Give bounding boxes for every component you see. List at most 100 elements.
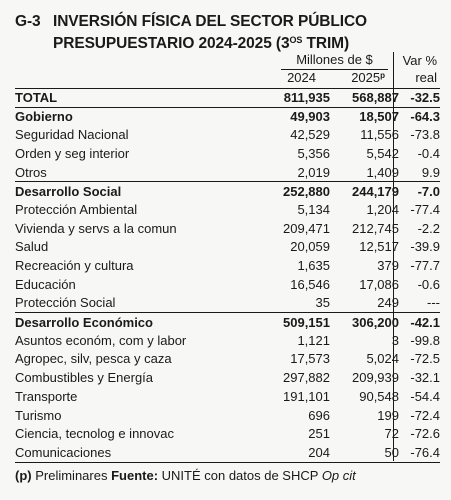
value-2024: 696 (308, 407, 330, 423)
column-2024: 2024 (287, 70, 316, 85)
row-label: Desarrollo Social (15, 183, 122, 199)
table-row: Asuntos económ, com y labor 1,121 3 -99.8 (15, 331, 440, 350)
value-var: 9.9 (421, 164, 440, 180)
table-row: Otros 2,019 1,409 9.9 (15, 163, 440, 182)
value-2025: 17,086 (359, 276, 399, 292)
total-row: TOTAL 811,935 568,887 -32.5 (15, 88, 440, 107)
row-label: Protección Social (15, 295, 116, 311)
section-row: Desarrollo Social 252,880 244,179 -7.0 (15, 181, 440, 200)
section-row: Gobierno 49,903 18,507 -64.3 (15, 106, 440, 126)
units-underline (281, 69, 388, 70)
value-2024: 252,880 (283, 183, 330, 199)
table-row: Turismo 696 199 -72.4 (15, 406, 440, 425)
value-2025: 212,745 (352, 220, 399, 236)
value-var: -42.1 (410, 314, 440, 330)
value-var: -0.6 (417, 276, 440, 292)
table-title-line2: PRESUPUESTARIO 2024-2025 (3OS TRIM) (53, 35, 350, 52)
row-label: TOTAL (15, 90, 58, 106)
row-label: Educación (15, 276, 76, 292)
value-var: -77.4 (410, 201, 440, 217)
value-var: -72.6 (410, 426, 440, 442)
row-label: Orden y seg interior (15, 145, 130, 161)
table-row: Protección Ambiental 5,134 1,204 -77.4 (15, 200, 440, 219)
value-2025: 249 (377, 295, 399, 311)
value-2025: 90,548 (359, 388, 399, 404)
table-row: Protección Social 35 249 --- (15, 294, 440, 313)
value-var: -72.4 (410, 407, 440, 423)
table-row: Agropec, silv, pesca y caza 17,573 5,024 -7… (15, 350, 440, 369)
column-2025: 2025p (351, 70, 385, 85)
value-var: -64.3 (410, 109, 440, 125)
value-2024: 16,546 (290, 276, 330, 292)
table-header: G-3 INVERSIÓN FÍSICA DEL SECTOR PÚBLICO … (15, 12, 440, 53)
value-2025: 3 (391, 332, 399, 348)
table-row: Salud 20,059 12,517 -39.9 (15, 238, 440, 257)
value-2024: 509,151 (283, 314, 330, 330)
row-label: Otros (15, 164, 47, 180)
value-var: -7.0 (417, 183, 440, 199)
table-code: G-3 (15, 13, 41, 30)
footer-divider (15, 462, 440, 463)
value-2024: 5,356 (297, 145, 330, 161)
value-2024: 209,471 (283, 220, 330, 236)
table-row: Recreación y cultura 1,635 379 -77.7 (15, 256, 440, 275)
value-2024: 49,903 (290, 109, 330, 125)
value-2025: 11,556 (360, 127, 399, 143)
value-var: -99.8 (410, 332, 440, 348)
row-label: Asuntos económ, com y labor (15, 332, 187, 348)
value-2025: 50 (384, 444, 399, 460)
value-var: -0.4 (417, 145, 440, 161)
title-superscript: OS (289, 35, 303, 45)
preliminary-mark: p (380, 71, 385, 80)
value-2025: 244,179 (352, 183, 399, 199)
table-row: Combustibles y Energía 297,882 209,939 -32.… (15, 368, 440, 387)
row-label: Gobierno (15, 109, 73, 125)
table-row: Orden y seg interior 5,356 5,542 -0.4 (15, 144, 440, 163)
row-label: Protección Ambiental (15, 201, 138, 217)
value-2025: 379 (377, 258, 399, 274)
value-var: -2.2 (417, 220, 440, 236)
row-label: Salud (15, 239, 49, 255)
value-2024: 297,882 (283, 370, 330, 386)
table-row: Educación 16,546 17,086 -0.6 (15, 275, 440, 294)
value-2025: 5,024 (366, 351, 399, 367)
value-2024: 20,059 (290, 239, 330, 255)
value-2024: 1,121 (297, 332, 330, 348)
value-2025: 12,517 (359, 239, 399, 255)
value-2024: 191,101 (283, 388, 330, 404)
row-label: Combustibles y Energía (15, 370, 154, 386)
value-2025: 199 (377, 407, 399, 423)
table-row: Transporte 191,101 90,548 -54.4 (15, 387, 440, 406)
value-2025: 568,887 (352, 90, 399, 106)
value-2025: 1,204 (366, 201, 399, 217)
value-2025: 306,200 (352, 314, 399, 330)
value-var: -73.8 (410, 127, 440, 143)
row-label: Comunicaciones (15, 444, 112, 460)
value-var: -39.9 (410, 239, 440, 255)
value-2024: 5,134 (297, 201, 330, 217)
row-label: Recreación y cultura (15, 258, 134, 274)
column-var: Var % real (402, 53, 437, 85)
value-2024: 17,573 (290, 351, 330, 367)
footer-note: (p) Preliminares Fuente: UNITÉ con datos… (15, 468, 356, 483)
source-label: Fuente: (111, 468, 159, 483)
row-label: Vivienda y servs a la comun (15, 220, 177, 236)
value-2025: 5,542 (366, 145, 399, 161)
value-2024: 2,019 (297, 164, 330, 180)
value-2025: 1,409 (366, 164, 399, 180)
value-2024: 204 (308, 444, 330, 460)
value-var: -77.7 (410, 258, 440, 274)
row-label: Agropec, silv, pesca y caza (15, 351, 172, 367)
value-var: -32.1 (410, 370, 440, 386)
value-2024: 251 (308, 426, 330, 442)
column-headers: Millones de $ 2024 2025p Var % real (0, 52, 451, 88)
value-var: -72.5 (410, 351, 440, 367)
table-row: Seguridad Nacional 42,529 11,556 -73.8 (15, 125, 440, 144)
section-row: Desarrollo Económico 509,151 306,200 -42.1 (15, 312, 440, 331)
value-2024: 1,635 (297, 258, 330, 274)
row-label: Seguridad Nacional (15, 127, 129, 143)
table-row: Vivienda y servs a la comun 209,471 212,74… (15, 219, 440, 238)
column-divider (393, 52, 394, 461)
table-row: Ciencia, tecnolog e innovac 251 72 -72.6 (15, 424, 440, 443)
op-cit: Op cit (321, 468, 356, 483)
